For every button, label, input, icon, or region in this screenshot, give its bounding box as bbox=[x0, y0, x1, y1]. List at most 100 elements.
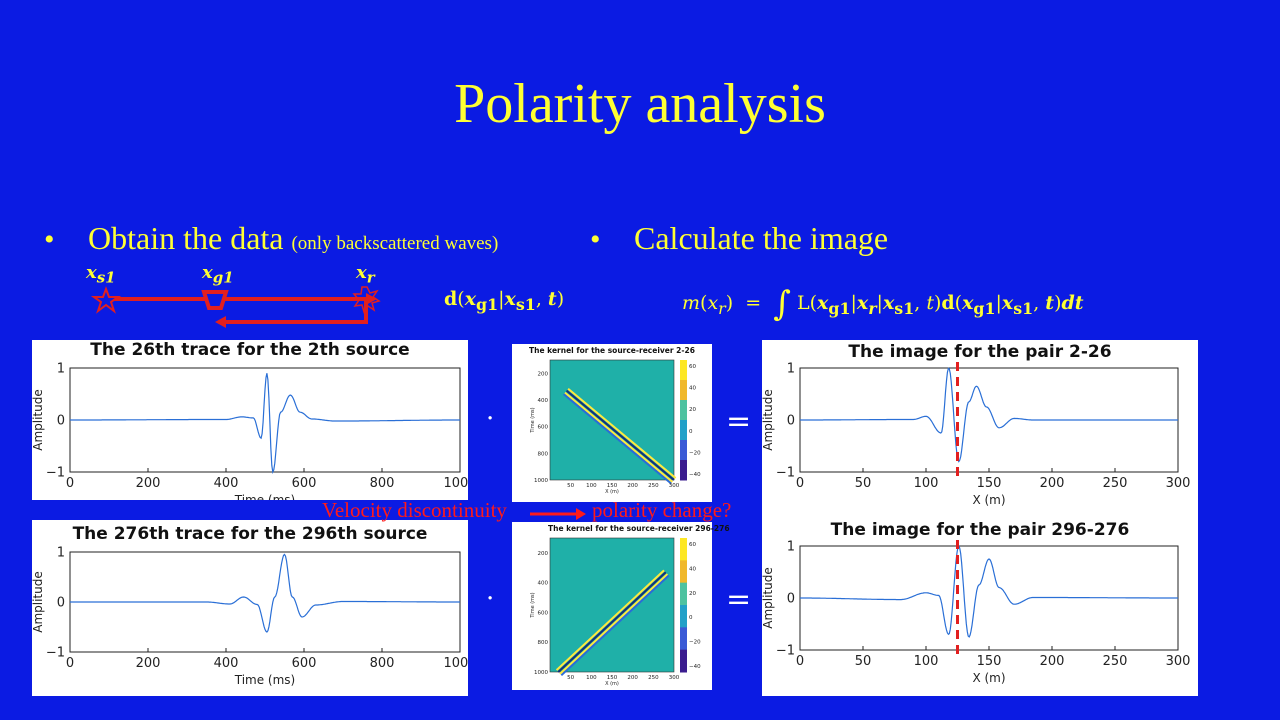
colorbar-tick-label: −20 bbox=[689, 450, 701, 456]
y-tick-label: 1000 bbox=[534, 478, 548, 484]
y-tick-label: 600 bbox=[538, 425, 549, 431]
y-axis-label: Time (ms) bbox=[530, 407, 536, 433]
source-star-icon bbox=[90, 286, 122, 314]
panel-title: The 276th trace for the 296th source bbox=[72, 524, 428, 544]
equals-sign-1: = bbox=[726, 404, 752, 439]
x-tick-label: 1000 bbox=[443, 476, 468, 491]
y-tick-label: 0 bbox=[57, 595, 65, 610]
y-tick-label: 200 bbox=[538, 551, 549, 557]
equals-sign-2: = bbox=[726, 582, 752, 617]
kernel-event-band bbox=[564, 391, 674, 483]
y-axis-label: Amplitude bbox=[32, 389, 45, 451]
panel-title: The kernel for the source-receiver 2-26 bbox=[529, 346, 695, 355]
x-tick-label: 100 bbox=[914, 476, 939, 491]
y-tick-label: 1 bbox=[57, 545, 65, 560]
bullet-text: Obtain the data bbox=[88, 220, 284, 256]
colorbar-tick-label: 20 bbox=[689, 407, 696, 413]
colorbar-tick-label: 20 bbox=[689, 591, 696, 597]
y-tick-label: 0 bbox=[787, 591, 795, 606]
colorbar-segment bbox=[680, 627, 687, 651]
bullet-dot: • bbox=[590, 223, 601, 256]
colorbar-tick-label: −40 bbox=[689, 664, 701, 670]
series-line bbox=[70, 373, 460, 475]
x-tick-label: 50 bbox=[567, 675, 574, 681]
x-tick-label: 800 bbox=[370, 476, 395, 491]
multiply-dot-1: · bbox=[486, 404, 495, 434]
colorbar-tick-label: −20 bbox=[689, 640, 701, 646]
kernel-event-band bbox=[555, 569, 665, 671]
series-line bbox=[70, 553, 460, 633]
x-tick-label: 200 bbox=[1040, 476, 1065, 491]
x-tick-label: 0 bbox=[66, 476, 74, 491]
x-axis-label: Time (ms) bbox=[234, 673, 296, 687]
y-tick-label: −1 bbox=[776, 643, 795, 658]
x-tick-label: 100 bbox=[586, 483, 597, 489]
kernel-event-band bbox=[559, 573, 669, 675]
x-tick-label: 150 bbox=[607, 483, 618, 489]
x-tick-label: 250 bbox=[1103, 654, 1128, 669]
x-axis-label: X (m) bbox=[972, 671, 1005, 685]
x-tick-label: 0 bbox=[796, 476, 804, 491]
y-tick-label: −1 bbox=[46, 465, 65, 480]
x-tick-label: 800 bbox=[370, 656, 395, 671]
series-line bbox=[800, 367, 1178, 463]
y-tick-label: −1 bbox=[776, 465, 795, 480]
multiply-dot-2: · bbox=[486, 584, 495, 614]
receiver-label: xg1 bbox=[202, 262, 234, 287]
colorbar-tick-label: 40 bbox=[689, 566, 696, 572]
colorbar-segment bbox=[680, 400, 687, 421]
source-label: xs1 bbox=[86, 262, 116, 287]
panel-title: The image for the pair 296-276 bbox=[830, 520, 1130, 540]
kernel-panel-2: 50 100 150 200 250 300 200 400 600 800 1000 X (m) Ti… bbox=[512, 522, 712, 690]
y-tick-label: 0 bbox=[787, 413, 795, 428]
x-tick-label: 200 bbox=[627, 675, 638, 681]
scatterer-label: xr bbox=[356, 262, 375, 287]
colorbar-tick-label: −40 bbox=[689, 472, 701, 478]
bullet-note: (only backscattered waves) bbox=[291, 233, 499, 254]
x-axis-label: Time (ms) bbox=[234, 493, 296, 500]
y-tick-label: 400 bbox=[538, 581, 549, 587]
y-tick-label: −1 bbox=[46, 645, 65, 660]
y-axis-label: Amplitude bbox=[32, 571, 45, 633]
x-tick-label: 0 bbox=[796, 654, 804, 669]
bullet-obtain-data: • Obtain the data (only backscattered wav… bbox=[44, 220, 498, 257]
colorbar-segment bbox=[680, 420, 687, 441]
x-tick-label: 50 bbox=[567, 483, 574, 489]
y-tick-label: 1 bbox=[787, 361, 795, 376]
x-tick-label: 200 bbox=[627, 483, 638, 489]
y-tick-label: 0 bbox=[57, 413, 65, 428]
arrow-head bbox=[576, 508, 586, 520]
colorbar-tick-label: 0 bbox=[689, 615, 693, 621]
x-tick-label: 150 bbox=[977, 476, 1002, 491]
colorbar-segment bbox=[680, 360, 687, 381]
colorbar-segment bbox=[680, 460, 687, 481]
data-expression: d(xg1|xs1, t) bbox=[444, 288, 565, 314]
colorbar-segment bbox=[680, 560, 687, 584]
y-axis-label: Amplitude bbox=[762, 567, 775, 629]
colorbar-segment bbox=[680, 380, 687, 401]
x-tick-label: 300 bbox=[669, 675, 680, 681]
return-arrowhead bbox=[215, 316, 226, 328]
heatmap-area bbox=[549, 537, 675, 673]
kernel-event-band bbox=[563, 393, 672, 485]
panel-title: The 26th trace for the 2th source bbox=[90, 340, 410, 360]
y-tick-label: 600 bbox=[538, 610, 549, 616]
x-axis-label: X (m) bbox=[972, 493, 1005, 507]
image-panel-1: The image for the pair 2-26 0 50 100 150 200… bbox=[762, 340, 1198, 516]
y-tick-label: 800 bbox=[538, 640, 549, 646]
y-tick-label: 400 bbox=[538, 398, 549, 404]
colorbar-tick-label: 0 bbox=[689, 429, 693, 435]
trace-panel-1: The 26th trace for the 2th source 0 200 40… bbox=[32, 340, 468, 500]
return-path bbox=[226, 299, 368, 324]
forward-arrowhead bbox=[366, 293, 377, 305]
x-tick-label: 100 bbox=[586, 675, 597, 681]
x-tick-label: 300 bbox=[1166, 654, 1191, 669]
x-tick-label: 50 bbox=[855, 654, 872, 669]
annotation-velocity-discontinuity: Velocity discontinuity bbox=[322, 498, 507, 522]
x-tick-label: 1000 bbox=[443, 656, 468, 671]
